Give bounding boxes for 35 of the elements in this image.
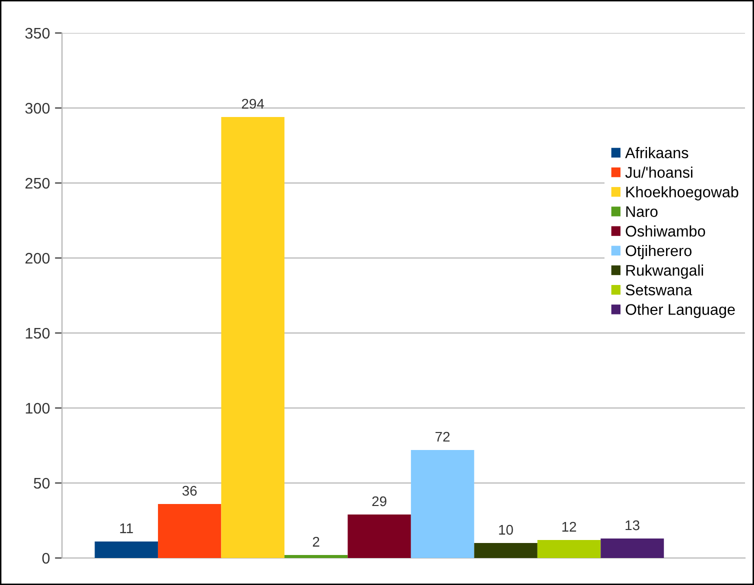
legend-label: Other Language xyxy=(626,304,735,318)
data-label: 2 xyxy=(312,536,320,547)
bar xyxy=(348,514,411,558)
bar xyxy=(158,504,222,558)
y-tick-label: 250 xyxy=(25,178,50,189)
legend-label: Khoekhoegowab xyxy=(626,186,738,200)
y-tick-label: 300 xyxy=(25,102,50,114)
bar xyxy=(600,538,664,558)
legend-label: Oshiwambo xyxy=(626,225,706,237)
data-label: 12 xyxy=(562,522,576,532)
y-tick-label: 350 xyxy=(25,28,50,39)
bar xyxy=(221,117,284,558)
data-label: 72 xyxy=(436,432,450,442)
y-tick-label: 150 xyxy=(26,328,50,339)
data-label: 294 xyxy=(242,98,264,109)
bar xyxy=(474,543,538,558)
legend-label: Otjiherero xyxy=(626,244,692,260)
legend-label: Naro xyxy=(626,206,658,218)
y-tick-label: 200 xyxy=(25,252,50,264)
y-tick-label: 50 xyxy=(34,478,50,489)
y-tick-label: 100 xyxy=(26,402,50,414)
legend-label: Afrikaans xyxy=(625,147,688,158)
bar xyxy=(410,450,474,558)
bar xyxy=(537,540,601,558)
data-label: 36 xyxy=(182,486,197,496)
legend-label: Setswana xyxy=(626,284,692,296)
data-label: 10 xyxy=(499,524,513,535)
bar xyxy=(284,555,348,558)
data-label: 13 xyxy=(626,520,640,530)
data-label: 29 xyxy=(372,496,386,506)
bar xyxy=(94,542,158,558)
data-label: 11 xyxy=(120,524,133,534)
legend-label: Rukwangali xyxy=(626,264,704,279)
y-tick-label: 0 xyxy=(42,552,50,564)
legend-label: Ju/'hoansi xyxy=(625,166,692,178)
